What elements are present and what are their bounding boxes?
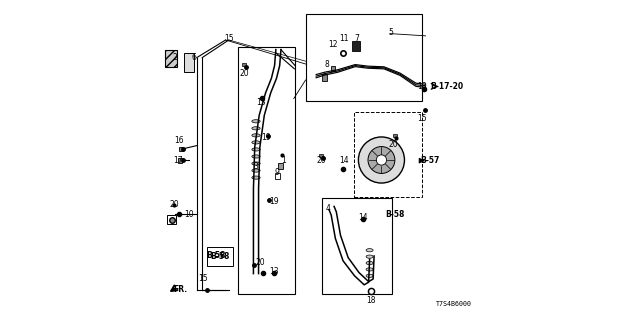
FancyBboxPatch shape bbox=[178, 158, 182, 163]
Text: 15: 15 bbox=[224, 34, 234, 43]
FancyBboxPatch shape bbox=[275, 173, 280, 179]
Text: 20: 20 bbox=[256, 258, 266, 267]
FancyBboxPatch shape bbox=[167, 215, 176, 224]
Circle shape bbox=[358, 137, 404, 183]
Text: 14: 14 bbox=[358, 213, 368, 222]
FancyBboxPatch shape bbox=[184, 53, 195, 72]
Bar bbox=[239, 47, 296, 294]
FancyBboxPatch shape bbox=[207, 247, 233, 266]
Ellipse shape bbox=[366, 268, 373, 271]
Text: T7S4B6000: T7S4B6000 bbox=[436, 300, 472, 307]
Bar bbox=[306, 14, 422, 101]
Text: B-58: B-58 bbox=[211, 252, 230, 261]
Text: 5: 5 bbox=[388, 28, 393, 36]
Ellipse shape bbox=[366, 274, 373, 277]
FancyBboxPatch shape bbox=[331, 66, 335, 71]
Ellipse shape bbox=[252, 155, 260, 158]
FancyBboxPatch shape bbox=[278, 163, 283, 169]
Text: 15: 15 bbox=[417, 114, 428, 123]
Ellipse shape bbox=[252, 176, 260, 179]
Ellipse shape bbox=[252, 162, 260, 165]
Text: 2: 2 bbox=[172, 53, 177, 62]
Text: 13: 13 bbox=[417, 82, 428, 91]
Text: B-58: B-58 bbox=[206, 252, 226, 260]
FancyBboxPatch shape bbox=[179, 147, 183, 151]
Ellipse shape bbox=[252, 120, 260, 123]
Text: 20: 20 bbox=[240, 69, 250, 78]
Text: 8: 8 bbox=[324, 60, 329, 68]
FancyBboxPatch shape bbox=[393, 134, 397, 137]
Text: B-17-20: B-17-20 bbox=[430, 82, 463, 91]
Ellipse shape bbox=[252, 141, 260, 144]
Ellipse shape bbox=[252, 148, 260, 151]
Bar bbox=[354, 112, 422, 197]
Ellipse shape bbox=[252, 169, 260, 172]
Circle shape bbox=[376, 155, 387, 165]
Text: 1: 1 bbox=[281, 156, 285, 164]
Ellipse shape bbox=[366, 249, 373, 252]
Text: 10: 10 bbox=[184, 210, 194, 219]
Ellipse shape bbox=[366, 261, 373, 265]
Text: 20: 20 bbox=[388, 140, 399, 148]
Text: 7: 7 bbox=[355, 34, 359, 43]
Text: 16: 16 bbox=[174, 136, 184, 145]
Ellipse shape bbox=[252, 127, 260, 130]
Text: 12: 12 bbox=[328, 40, 337, 49]
Text: 20: 20 bbox=[317, 156, 326, 164]
Text: 6: 6 bbox=[191, 53, 196, 62]
FancyBboxPatch shape bbox=[319, 154, 323, 157]
FancyBboxPatch shape bbox=[322, 74, 327, 81]
Text: 20: 20 bbox=[170, 200, 179, 209]
Text: 4: 4 bbox=[326, 204, 330, 212]
Ellipse shape bbox=[366, 255, 373, 258]
Text: 13: 13 bbox=[269, 268, 278, 276]
Text: 13: 13 bbox=[256, 98, 266, 107]
Text: FR.: FR. bbox=[173, 285, 188, 294]
Text: 18: 18 bbox=[367, 296, 376, 305]
FancyBboxPatch shape bbox=[165, 50, 177, 67]
Ellipse shape bbox=[252, 134, 260, 137]
FancyBboxPatch shape bbox=[242, 63, 246, 66]
Text: B-57: B-57 bbox=[420, 156, 440, 164]
Text: 11: 11 bbox=[339, 34, 349, 43]
Text: B-58: B-58 bbox=[385, 210, 405, 219]
Text: 15: 15 bbox=[198, 274, 208, 283]
Text: 19: 19 bbox=[260, 133, 271, 142]
FancyBboxPatch shape bbox=[352, 41, 360, 51]
Text: 19: 19 bbox=[269, 197, 278, 206]
Circle shape bbox=[368, 147, 395, 173]
Text: 14: 14 bbox=[339, 156, 349, 164]
Bar bbox=[322, 198, 392, 294]
Text: 17: 17 bbox=[173, 156, 182, 164]
Text: 3: 3 bbox=[253, 162, 259, 171]
Text: 9: 9 bbox=[275, 168, 279, 177]
